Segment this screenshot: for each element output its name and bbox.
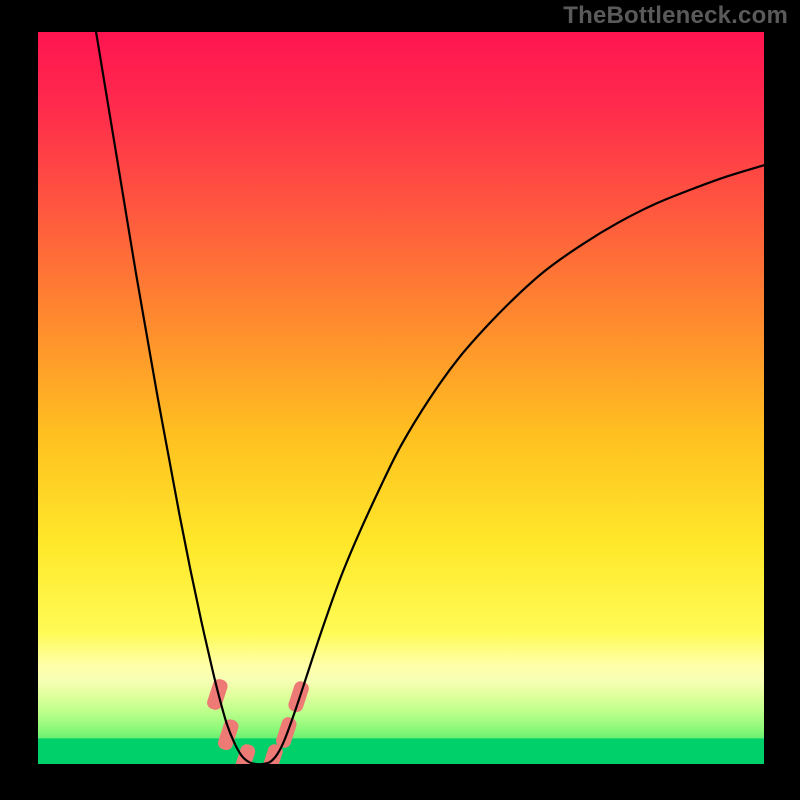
watermark-text: TheBottleneck.com xyxy=(563,2,788,30)
green-baseline-strip xyxy=(38,738,764,764)
curve-svg xyxy=(38,32,764,764)
marker-5 xyxy=(287,680,310,713)
bottleneck-curve xyxy=(96,32,764,764)
chart-frame: TheBottleneck.com xyxy=(0,0,800,800)
plot-area xyxy=(38,32,764,764)
marker-0 xyxy=(206,678,229,711)
